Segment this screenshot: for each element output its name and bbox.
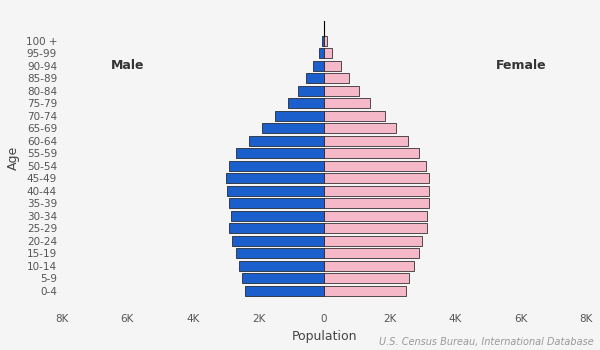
- Bar: [324, 248, 419, 258]
- Bar: [324, 236, 422, 246]
- Y-axis label: Age: Age: [7, 146, 20, 170]
- Bar: [324, 86, 359, 96]
- Bar: [324, 98, 370, 108]
- Bar: [324, 73, 349, 83]
- Bar: [324, 111, 385, 121]
- Bar: [230, 211, 324, 221]
- Text: Male: Male: [110, 59, 144, 72]
- Bar: [298, 86, 324, 96]
- Bar: [236, 248, 324, 258]
- Bar: [288, 98, 324, 108]
- Bar: [229, 161, 324, 171]
- Bar: [232, 236, 324, 246]
- Bar: [226, 173, 324, 183]
- Bar: [239, 261, 324, 271]
- Bar: [324, 161, 426, 171]
- Bar: [245, 286, 324, 296]
- Bar: [319, 48, 324, 58]
- Bar: [324, 148, 419, 159]
- Bar: [324, 186, 429, 196]
- Bar: [229, 223, 324, 233]
- Bar: [322, 36, 324, 46]
- Bar: [227, 186, 324, 196]
- Bar: [275, 111, 324, 121]
- Bar: [324, 48, 332, 58]
- Bar: [229, 198, 324, 208]
- Bar: [324, 261, 414, 271]
- Bar: [324, 136, 408, 146]
- Bar: [324, 273, 409, 284]
- Bar: [324, 223, 427, 233]
- Bar: [306, 73, 324, 83]
- Bar: [242, 273, 324, 284]
- Bar: [324, 36, 328, 46]
- Bar: [324, 198, 429, 208]
- Bar: [324, 61, 341, 71]
- Bar: [324, 123, 396, 133]
- Text: U.S. Census Bureau, International Database: U.S. Census Bureau, International Databa…: [379, 336, 594, 346]
- X-axis label: Population: Population: [292, 330, 357, 343]
- Bar: [262, 123, 324, 133]
- Bar: [236, 148, 324, 159]
- Text: Female: Female: [496, 59, 546, 72]
- Bar: [313, 61, 324, 71]
- Bar: [324, 211, 427, 221]
- Bar: [324, 286, 406, 296]
- Bar: [324, 173, 429, 183]
- Bar: [249, 136, 324, 146]
